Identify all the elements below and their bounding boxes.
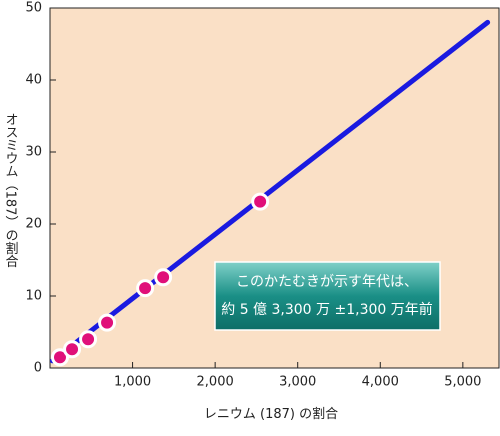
- data-point: [50, 348, 69, 367]
- y-tick-label: 20: [25, 217, 42, 232]
- data-point: [79, 330, 98, 349]
- x-tick-label: 2,000: [197, 375, 234, 390]
- x-tick-label: 4,000: [362, 375, 399, 390]
- data-point: [251, 192, 270, 211]
- x-tick-label: 1,000: [114, 375, 151, 390]
- data-point: [154, 268, 173, 287]
- y-tick-label: 0: [34, 361, 42, 376]
- annotation-text: 約 5 億 3,300 万 ±1,300 万年前: [221, 301, 433, 318]
- y-axis-label: オスミウム（187）の割合: [3, 113, 19, 268]
- y-tick-label: 50: [25, 1, 42, 16]
- y-tick-label: 40: [25, 73, 42, 88]
- annotation-box: [214, 261, 441, 331]
- y-tick-label: 10: [25, 289, 42, 304]
- x-tick-label: 3,000: [279, 375, 316, 390]
- fit-line: [49, 19, 491, 364]
- data-point: [136, 279, 155, 298]
- x-axis-label: レニウム (187) の割合: [204, 406, 338, 422]
- x-tick-label: 5,000: [444, 375, 481, 390]
- y-tick-label: 30: [25, 145, 42, 160]
- annotation-text: このかたむきが示す年代は、: [236, 274, 418, 290]
- data-point: [98, 313, 117, 332]
- data-point: [63, 340, 82, 359]
